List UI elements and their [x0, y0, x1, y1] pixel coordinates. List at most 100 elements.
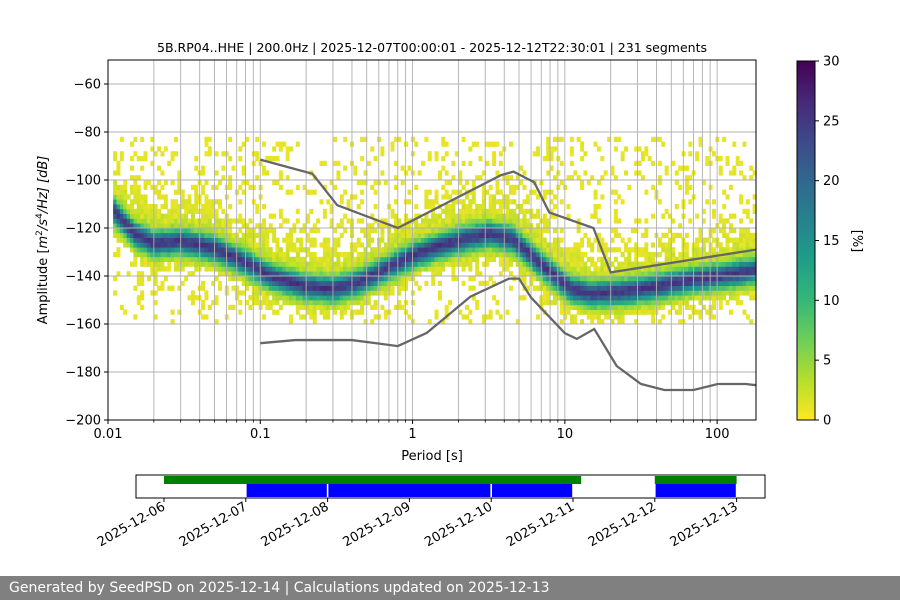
heatmap-cell: [292, 266, 297, 272]
heatmap-cell: [586, 314, 591, 320]
heatmap-cell: [684, 252, 689, 258]
heatmap-cell: [407, 256, 412, 262]
heatmap-cell: [126, 228, 131, 234]
heatmap-cell: [123, 309, 128, 315]
heatmap-cell: [549, 266, 554, 272]
heatmap-cell: [634, 290, 639, 296]
heatmap-cell: [549, 285, 554, 291]
heatmap-cell: [204, 223, 209, 229]
heatmap-cell: [617, 266, 622, 272]
heatmap-cell: [559, 309, 564, 315]
heatmap-cell: [251, 232, 256, 238]
heatmap-cell: [211, 232, 216, 238]
heatmap-cell: [471, 228, 476, 234]
heatmap-cell: [184, 261, 189, 267]
heatmap-cell: [278, 304, 283, 310]
heatmap-cell: [525, 228, 530, 234]
heatmap-cell: [329, 223, 334, 229]
heatmap-cell: [356, 242, 361, 248]
heatmap-cell: [373, 276, 378, 282]
heatmap-cell: [451, 208, 456, 214]
heatmap-cell: [322, 213, 327, 219]
heatmap-cell: [546, 146, 551, 152]
heatmap-cell: [140, 213, 145, 219]
heatmap-cell: [238, 213, 243, 219]
heatmap-cell: [393, 199, 398, 205]
heatmap-cell: [461, 228, 466, 234]
heatmap-cell: [170, 213, 175, 219]
heatmap-cell: [211, 228, 216, 234]
heatmap-cell: [525, 256, 530, 262]
heatmap-cell: [739, 256, 744, 262]
heatmap-cell: [319, 160, 324, 166]
heatmap-cell: [718, 156, 723, 162]
heatmap-cell: [231, 276, 236, 282]
heatmap-cell: [187, 271, 192, 277]
heatmap-cell: [228, 266, 233, 272]
heatmap-cell: [207, 213, 212, 219]
heatmap-cell: [295, 276, 300, 282]
heatmap-cell: [488, 199, 493, 205]
heatmap-cell: [613, 271, 618, 277]
heatmap-cell: [123, 237, 128, 243]
heatmap-cell: [657, 266, 662, 272]
heatmap-cell: [146, 276, 151, 282]
heatmap-cell: [478, 271, 483, 277]
heatmap-cell: [346, 271, 351, 277]
heatmap-cell: [657, 285, 662, 291]
heatmap-cell: [549, 151, 554, 157]
heatmap-cell: [214, 151, 219, 157]
heatmap-cell: [326, 237, 331, 243]
heatmap-cell: [113, 276, 118, 282]
heatmap-cell: [742, 290, 747, 296]
heatmap-cell: [542, 156, 547, 162]
heatmap-cell: [644, 218, 649, 224]
heatmap-cell: [295, 261, 300, 267]
heatmap-cell: [356, 237, 361, 243]
heatmap-cell: [536, 146, 541, 152]
heatmap-cell: [492, 199, 497, 205]
heatmap-cell: [319, 261, 324, 267]
heatmap-cell: [593, 304, 598, 310]
heatmap-cell: [508, 237, 513, 243]
heatmap-cell: [136, 280, 141, 286]
heatmap-cell: [613, 309, 618, 315]
heatmap-cell: [238, 156, 243, 162]
heatmap-cell: [275, 276, 280, 282]
heatmap-cell: [678, 309, 683, 315]
heatmap-cell: [133, 218, 138, 224]
heatmap-cell: [488, 223, 493, 229]
heatmap-cell: [542, 290, 547, 296]
heatmap-cell: [272, 280, 277, 286]
heatmap-cell: [752, 290, 757, 296]
heatmap-cell: [343, 271, 348, 277]
heatmap-cell: [732, 237, 737, 243]
heatmap-cell: [434, 189, 439, 195]
heatmap-cell: [739, 242, 744, 248]
heatmap-cell: [556, 156, 561, 162]
heatmap-cell: [305, 309, 310, 315]
heatmap-cell: [322, 237, 327, 243]
heatmap-cell: [444, 309, 449, 315]
heatmap-cell: [627, 280, 632, 286]
heatmap-cell: [265, 170, 270, 176]
heatmap-cell: [261, 256, 266, 262]
heatmap-cell: [610, 295, 615, 301]
heatmap-cell: [525, 223, 530, 229]
heatmap-cell: [634, 242, 639, 248]
heatmap-cell: [546, 290, 551, 296]
heatmap-cell: [728, 213, 733, 219]
heatmap-cell: [508, 199, 513, 205]
heatmap-cell: [150, 290, 155, 296]
heatmap-cell: [174, 261, 178, 267]
heatmap-cell: [441, 165, 446, 171]
heatmap-cell: [478, 204, 483, 210]
heatmap-cell: [488, 213, 493, 219]
heatmap-cell: [431, 218, 436, 224]
heatmap-cell: [421, 228, 425, 234]
heatmap-cell: [333, 252, 338, 258]
heatmap-cell: [397, 247, 402, 253]
heatmap-cell: [346, 280, 351, 286]
heatmap-cell: [370, 247, 375, 253]
heatmap-cell: [356, 280, 361, 286]
